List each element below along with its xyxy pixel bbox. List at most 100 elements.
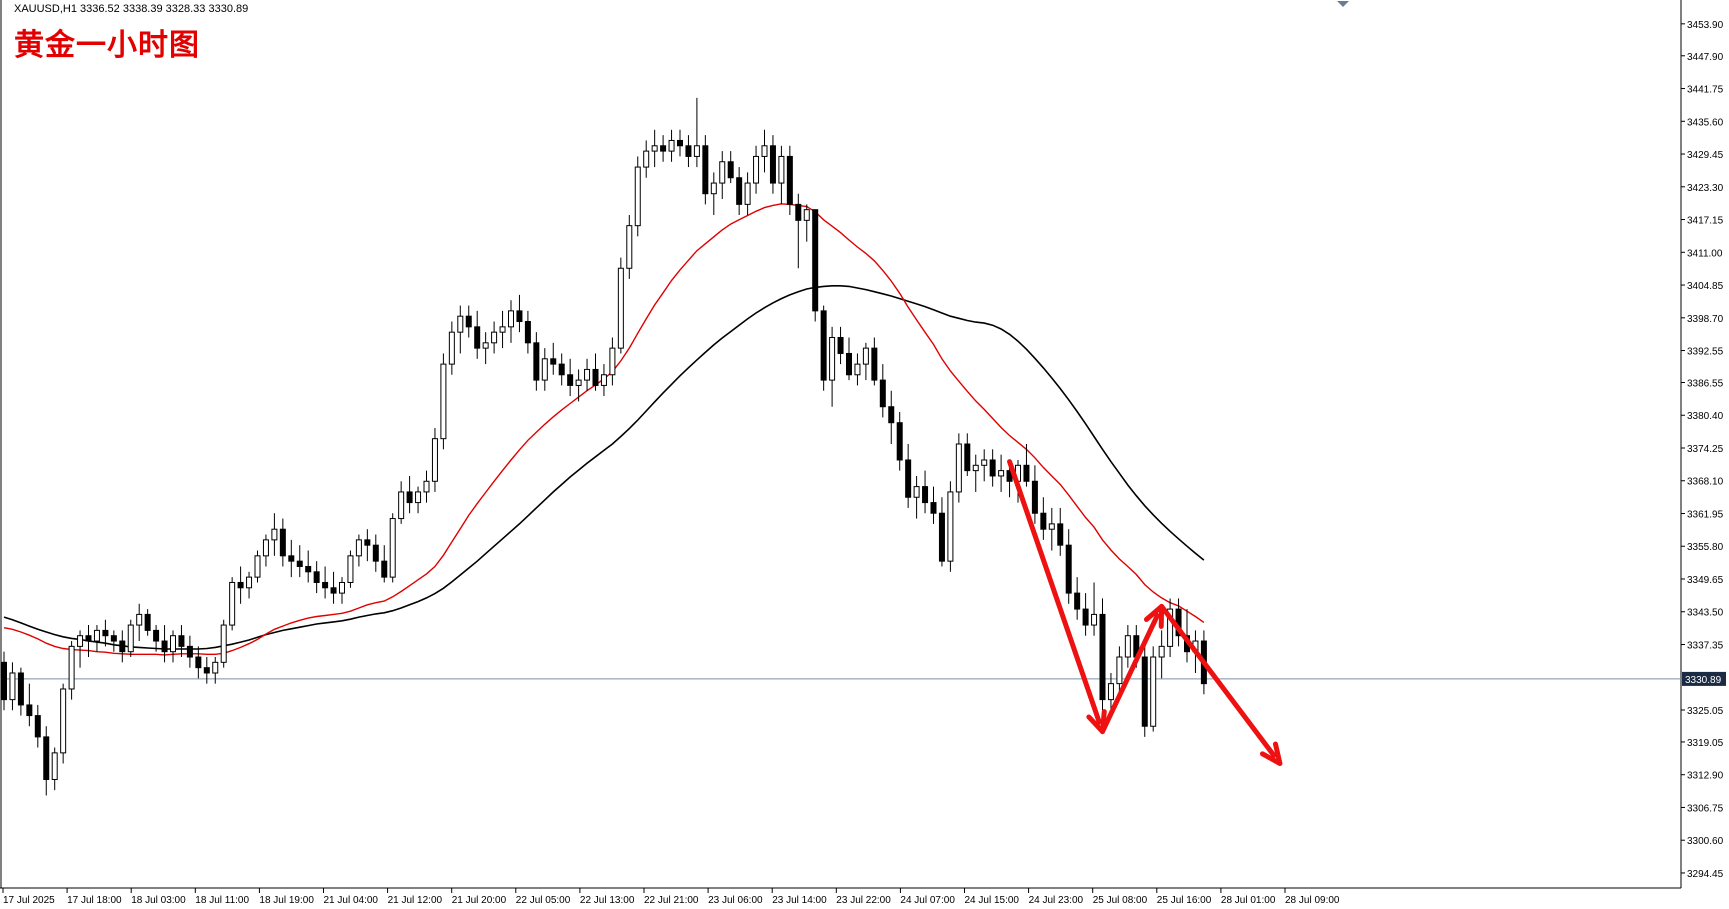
candle [677, 129, 683, 157]
candle [499, 310, 506, 349]
candle [972, 454, 979, 492]
candle [617, 257, 624, 354]
candle [406, 475, 413, 514]
candle-body [440, 363, 447, 440]
candle [685, 135, 692, 168]
candle-body [651, 145, 658, 152]
candle-body [237, 581, 244, 589]
candle [786, 145, 793, 216]
candle [769, 135, 776, 194]
candle [1031, 465, 1038, 524]
candle-body [499, 326, 506, 333]
candle-body [753, 155, 760, 184]
candle [930, 486, 937, 524]
candle-body [43, 736, 50, 780]
candle [491, 321, 498, 354]
x-tick-label: 23 Jul 14:00 [772, 895, 827, 906]
candle [1141, 646, 1148, 737]
candle [220, 619, 227, 668]
x-tick-label: 24 Jul 07:00 [900, 895, 955, 906]
candle [313, 561, 320, 594]
candle [938, 497, 945, 567]
candle-body [474, 326, 481, 349]
candle-body [964, 443, 971, 472]
candle-body [339, 581, 345, 594]
x-tick-label: 24 Jul 15:00 [965, 895, 1020, 906]
candle-body [938, 512, 945, 562]
candle [516, 294, 523, 333]
price-axis[interactable]: 3453.90 3447.90 3441.75 3435.60 3429.45 3423.… [1681, 20, 1726, 880]
trend-arrow-shaft [1159, 603, 1277, 759]
candle [905, 444, 912, 508]
candle [761, 129, 768, 173]
y-tick-label: 3337.35 [1687, 640, 1724, 651]
candle-body [879, 379, 886, 408]
candle [85, 625, 92, 658]
candle-body [389, 518, 396, 578]
candle [913, 475, 920, 519]
candle [347, 550, 354, 588]
candle [237, 566, 244, 604]
candle [668, 129, 675, 162]
candle-body [524, 321, 531, 344]
y-tick-label: 3312.90 [1687, 771, 1724, 782]
candle-body [1107, 683, 1114, 701]
candle [254, 550, 261, 583]
candle-body [77, 635, 84, 647]
candle-body [1158, 645, 1165, 658]
symbol-info: XAUUSD,H1 3336.52 3338.39 3328.33 3330.8… [14, 3, 249, 15]
x-tick-label: 23 Jul 22:00 [836, 895, 891, 906]
ma-slow-line [3, 284, 1205, 650]
candle-body [550, 358, 557, 365]
candle [609, 337, 616, 386]
candle [474, 310, 481, 359]
candle [262, 534, 269, 567]
candle [372, 534, 379, 572]
candle [448, 321, 455, 375]
candle [398, 481, 405, 524]
y-tick-label: 3355.80 [1687, 542, 1724, 553]
current-price-tag-label: 3330.89 [1685, 675, 1722, 686]
time-axis[interactable]: 17 Jul 2025 17 Jul 18:00 18 Jul 03:00 18 Ju… [2, 888, 1340, 906]
x-tick-label: 18 Jul 11:00 [195, 895, 249, 906]
candle-body [448, 331, 455, 365]
y-tick-label: 3374.25 [1687, 444, 1724, 455]
scroll-marker-icon[interactable] [1337, 1, 1349, 7]
candle [161, 625, 168, 663]
candle [1065, 529, 1072, 604]
candle [837, 326, 844, 365]
y-tick-label: 3300.60 [1687, 836, 1724, 847]
candle-body [9, 672, 16, 701]
candle-body [1074, 592, 1081, 610]
candle-body [600, 374, 607, 386]
x-tick-label: 23 Jul 06:00 [708, 895, 763, 906]
candle-body [795, 203, 802, 221]
candle-body [279, 528, 286, 557]
x-tick-label: 21 Jul 12:00 [388, 895, 443, 906]
x-tick-label: 17 Jul 2025 [3, 895, 55, 906]
x-tick-label: 18 Jul 03:00 [131, 895, 186, 906]
candle [389, 513, 396, 583]
candle [279, 518, 286, 567]
candle [271, 513, 278, 556]
candle-body [668, 139, 675, 152]
candle [989, 449, 996, 487]
candle [153, 625, 160, 652]
candle [423, 470, 430, 503]
candle [508, 300, 514, 343]
candle-body [17, 672, 24, 706]
candle-body [727, 161, 734, 179]
candle-body [744, 182, 751, 205]
candle-body [837, 336, 844, 354]
y-tick-label: 3411.00 [1687, 248, 1723, 259]
candle [693, 97, 700, 168]
x-tick-label: 21 Jul 04:00 [324, 895, 379, 906]
candle [1116, 646, 1123, 695]
y-tick-label: 3392.55 [1687, 347, 1724, 358]
candle-body [1040, 512, 1047, 530]
candle-body [68, 645, 75, 690]
y-tick-label: 3386.55 [1687, 378, 1724, 389]
candle [415, 486, 422, 514]
candle-body [1124, 635, 1131, 658]
